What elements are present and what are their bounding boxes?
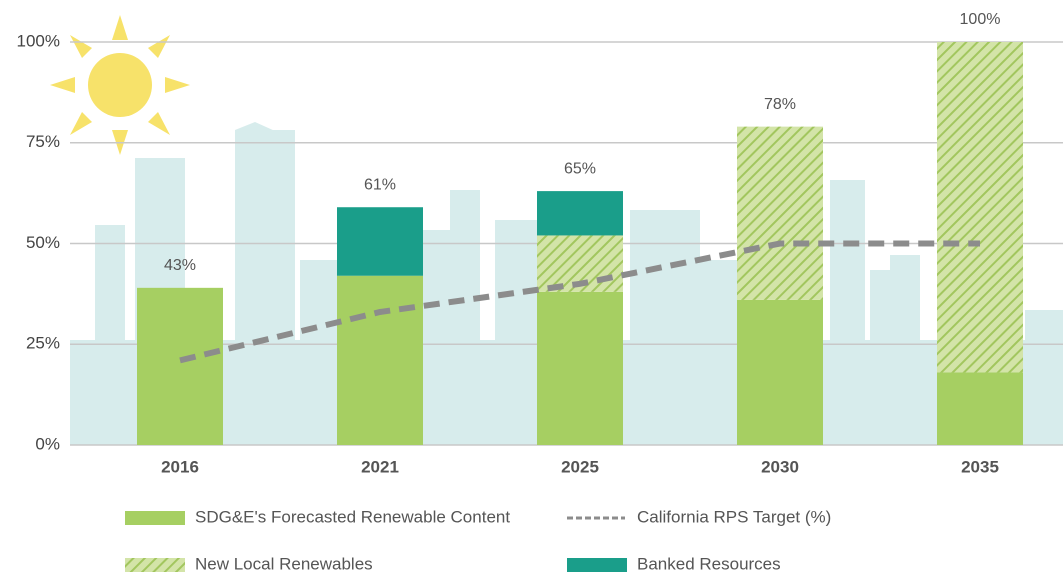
legend-swatch [125, 558, 185, 572]
y-tick-label: 75% [26, 132, 60, 151]
total-label: 100% [960, 11, 1001, 28]
bar-segment [737, 126, 823, 300]
bar-segment [937, 42, 1023, 373]
total-label: 61% [364, 176, 396, 193]
y-tick-label: 0% [35, 434, 60, 453]
x-tick-label: 2030 [761, 457, 799, 476]
total-label: 65% [564, 160, 596, 177]
bar-segment [337, 275, 423, 445]
legend-swatch [567, 558, 627, 572]
x-tick-label: 2035 [961, 457, 999, 476]
y-tick-label: 25% [26, 334, 60, 353]
legend: SDG&E's Forecasted Renewable Content New … [125, 507, 831, 573]
legend-label: California RPS Target (%) [637, 507, 831, 526]
labels: 43% 2016 61% 2021 65% 2025 78% 2030 100% 2035 [161, 11, 1000, 476]
x-tick-label: 2025 [561, 457, 599, 476]
total-label: 78% [764, 96, 796, 113]
legend-label: New Local Renewables [195, 554, 373, 573]
bar-segment [337, 207, 423, 276]
bar-segment [937, 372, 1023, 445]
bar-segment [737, 299, 823, 445]
bar-segment [537, 291, 623, 445]
legend-label: Banked Resources [637, 554, 781, 573]
total-label: 43% [164, 257, 196, 274]
bar-segment [137, 287, 223, 445]
legend-swatch [125, 511, 185, 525]
x-tick-label: 2016 [161, 457, 199, 476]
target-line [179, 240, 980, 364]
legend-label: SDG&E's Forecasted Renewable Content [195, 507, 510, 526]
y-tick-label: 100% [17, 31, 60, 50]
y-tick-label: 50% [26, 233, 60, 252]
x-tick-label: 2021 [361, 457, 399, 476]
sun-icon [50, 15, 190, 155]
bar-segment [537, 191, 623, 236]
